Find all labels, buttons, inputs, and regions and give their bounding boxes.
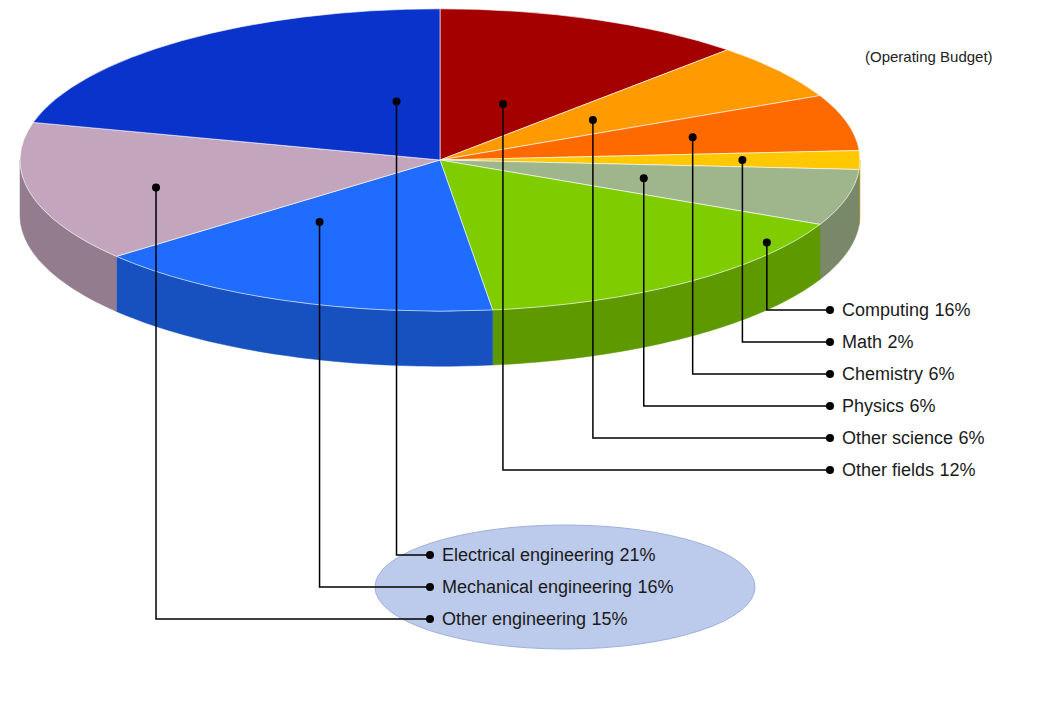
label-value: 16% [638, 577, 674, 597]
chart: (Operating Budget) Other fields12% Other s… [0, 0, 1061, 720]
leader-line [503, 104, 830, 470]
data-labels: Other fields12%Other science6%Chemistry6… [442, 300, 984, 629]
label-value: 2% [887, 332, 913, 352]
leader-line [156, 187, 430, 619]
leader-dot [826, 370, 834, 378]
label-category: Computing [842, 300, 929, 320]
data-label: Chemistry6% [842, 364, 954, 384]
data-label: Other fields12% [842, 460, 975, 480]
data-label: Physics6% [842, 396, 935, 416]
label-panel [375, 525, 755, 649]
label-category: Math [842, 332, 882, 352]
leader-line [767, 242, 830, 310]
label-category: Electrical engineering [442, 545, 614, 565]
label-value: 6% [958, 428, 984, 448]
subtitle: (Operating Budget) [865, 48, 993, 65]
label-category: Physics [842, 396, 904, 416]
leader-line [320, 222, 430, 587]
label-category: Mechanical engineering [442, 577, 632, 597]
data-label: Other engineering 15% [442, 609, 628, 629]
label-value: 6% [928, 364, 954, 384]
label-category: Chemistry [842, 364, 923, 384]
data-label: Other science6% [842, 428, 984, 448]
leader-dot [689, 133, 697, 141]
leader-line [593, 120, 830, 438]
leader-dot [426, 551, 434, 559]
leader-dot [826, 466, 834, 474]
leader-line [693, 137, 830, 374]
data-label: Math2% [842, 332, 913, 352]
leader-dot [316, 218, 324, 226]
leader-dot [763, 238, 771, 246]
label-value: 21% [620, 545, 656, 565]
data-label: Computing16% [842, 300, 970, 320]
leader-dot [426, 615, 434, 623]
leader-dot [640, 174, 648, 182]
data-label: Mechanical engineering 16% [442, 577, 674, 597]
label-category: Other fields [842, 460, 934, 480]
leader-dot [152, 183, 160, 191]
pie [20, 9, 860, 311]
leader-dot [826, 434, 834, 442]
label-category: Other engineering [442, 609, 586, 629]
leader-dot [589, 116, 597, 124]
leader-dot [826, 338, 834, 346]
leader-dot [499, 100, 507, 108]
slice [440, 160, 820, 310]
leader-dot [738, 156, 746, 164]
leader-line [742, 160, 830, 342]
label-value: 12% [939, 460, 975, 480]
label-category: Other science [842, 428, 953, 448]
leader-dot [826, 402, 834, 410]
leader-line [644, 178, 830, 406]
leader-dot [393, 98, 401, 106]
label-value: 6% [909, 396, 935, 416]
slice [33, 9, 440, 160]
label-value: 15% [592, 609, 628, 629]
label-value: 16% [934, 300, 970, 320]
leader-dot [826, 306, 834, 314]
leader-lines [152, 98, 834, 623]
leader-dot [426, 583, 434, 591]
data-label: Electrical engineering 21% [442, 545, 656, 565]
leader-line [397, 102, 430, 555]
